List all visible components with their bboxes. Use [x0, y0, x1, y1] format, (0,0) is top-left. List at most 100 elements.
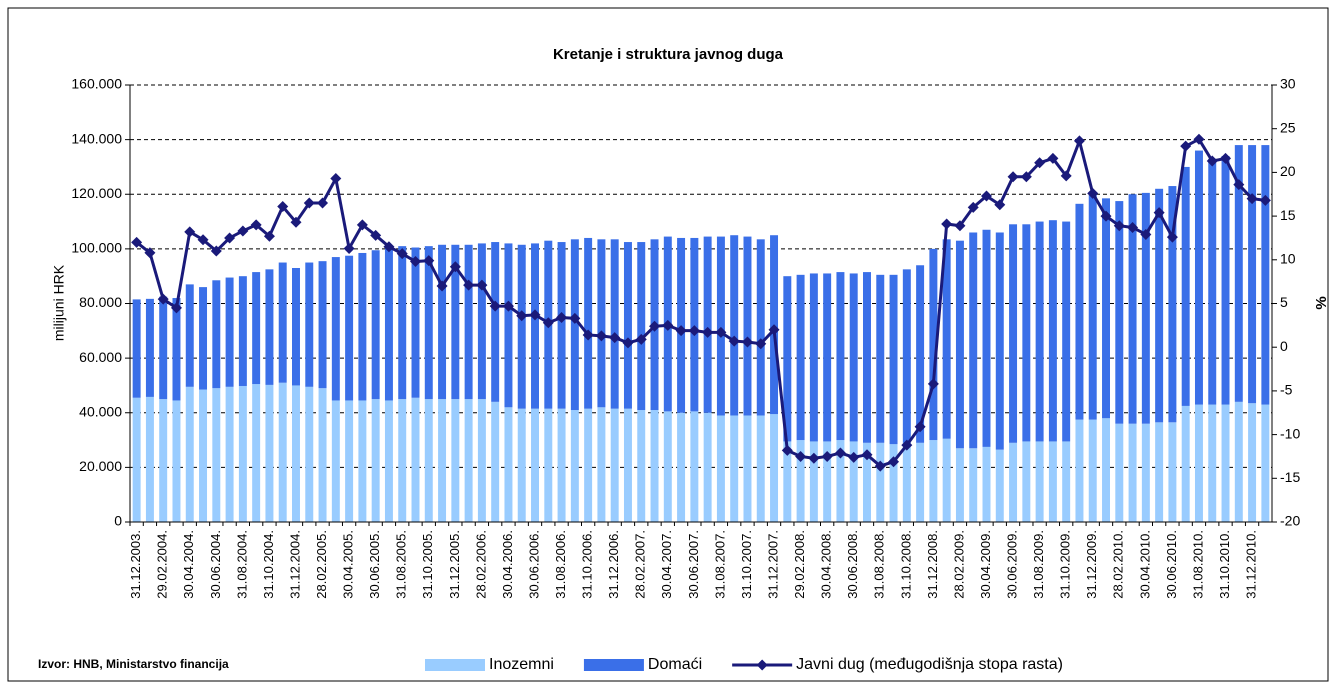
x-tick-label: 31.12.2007. — [765, 530, 780, 599]
bar-segment — [438, 399, 447, 522]
bar-segment — [464, 244, 473, 400]
y2-axis-label: % — [1313, 296, 1330, 309]
bar-segment — [424, 246, 433, 400]
line-marker — [901, 439, 913, 451]
line-marker — [250, 219, 262, 231]
bar-segment — [371, 250, 380, 400]
bar-segment — [172, 298, 181, 401]
bar-segment — [1221, 156, 1230, 405]
bar-segment — [703, 412, 712, 522]
legend-label: Javni dug (međugodišnja stopa rasta) — [796, 656, 1063, 673]
bar-segment — [969, 232, 978, 449]
bar-segment — [1102, 418, 1110, 522]
x-tick-label: 31.10.2006. — [580, 530, 595, 599]
bar-segment — [398, 246, 407, 400]
bar-segment — [955, 240, 964, 449]
line-series — [135, 135, 1266, 468]
y2-tick-label: -15 — [1280, 469, 1300, 485]
y2-tick-label: 25 — [1280, 119, 1296, 135]
bar-segment — [1075, 203, 1084, 420]
line-marker — [463, 279, 475, 291]
line-marker — [609, 332, 621, 344]
bar-segment — [1128, 194, 1137, 424]
line-marker — [861, 449, 873, 461]
bar-segment — [836, 440, 845, 522]
y-tick-label: 100.000 — [71, 240, 122, 256]
line-marker — [1020, 171, 1032, 183]
bar-segment — [1009, 224, 1018, 443]
bar-segment — [863, 272, 871, 443]
line-marker — [981, 190, 992, 202]
line-marker — [954, 220, 966, 232]
bar-segment — [292, 385, 300, 522]
bar-segment — [929, 248, 938, 441]
bar-segment — [1155, 422, 1164, 522]
bar-segment — [902, 269, 911, 443]
bar-segment — [1181, 166, 1190, 406]
x-tick-label: 30.04.2009. — [978, 530, 993, 599]
bar-segment — [929, 440, 938, 522]
x-tick-label: 30.06.2007. — [686, 530, 701, 599]
bar-segment — [424, 399, 433, 522]
line-marker — [635, 333, 647, 345]
x-tick-label: 30.06.2005. — [367, 530, 382, 599]
bar-segment — [783, 441, 792, 522]
bar-segment — [889, 444, 898, 522]
bar-segment — [331, 257, 340, 401]
line-marker — [489, 300, 501, 312]
y2-tick-label: -20 — [1280, 513, 1300, 529]
bar-segment — [1234, 401, 1243, 522]
x-tick-label: 31.12.2004. — [287, 530, 302, 599]
line-marker — [967, 201, 979, 213]
bar-segment — [703, 236, 712, 413]
y-tick-label: 160.000 — [71, 76, 122, 92]
y2-tick-label: 5 — [1280, 294, 1288, 310]
bar-segment — [876, 274, 885, 443]
bar-segment — [716, 415, 725, 522]
line-marker — [1060, 170, 1072, 182]
legend-label: Inozemni — [489, 656, 554, 673]
line-marker — [688, 325, 700, 337]
x-tick-label: 31.12.2010. — [1244, 530, 1259, 599]
bar-segment — [371, 399, 380, 522]
y-axis-label: milijuni HRK — [51, 264, 67, 341]
y-tick-label: 140.000 — [71, 130, 122, 146]
line-marker — [131, 236, 143, 248]
line-marker — [1007, 171, 1019, 183]
legend-marker — [756, 659, 768, 671]
bar-segment — [597, 239, 606, 408]
bar-segment — [305, 262, 314, 387]
bar-segment — [384, 247, 393, 401]
bar-segment — [1048, 441, 1057, 522]
y2-tick-label: 20 — [1280, 163, 1296, 179]
bar-segment — [292, 267, 300, 386]
bar-segment — [225, 386, 234, 522]
line-marker — [1220, 152, 1232, 164]
bar-segment — [623, 242, 632, 409]
bar-segment — [610, 239, 619, 409]
line-marker — [144, 247, 156, 259]
line-marker — [1166, 231, 1178, 243]
bar-segment — [1141, 192, 1150, 424]
bar-segment — [185, 284, 194, 387]
bar-segment — [132, 299, 141, 398]
bar-segment — [849, 273, 858, 442]
bar-segment — [597, 407, 606, 522]
x-tick-label: 28.02.2006. — [473, 530, 488, 599]
bar-segment — [172, 400, 181, 522]
chart-title: Kretanje i struktura javnog duga — [553, 46, 784, 63]
bar-segment — [995, 232, 1004, 450]
bar-segment — [557, 408, 566, 522]
bar-segment — [916, 265, 925, 443]
bar-segment — [756, 239, 765, 416]
y2-tick-label: 15 — [1280, 207, 1296, 223]
bar-segment — [716, 236, 725, 416]
y-tick-label: 60.000 — [79, 349, 122, 365]
legend-swatch — [583, 659, 644, 671]
line-marker — [542, 317, 554, 329]
line-marker — [1047, 152, 1059, 164]
bar-segment — [477, 243, 486, 400]
x-tick-label: 30.06.2004. — [208, 530, 223, 599]
y-tick-label: 20.000 — [79, 458, 122, 474]
line-marker — [184, 226, 196, 238]
